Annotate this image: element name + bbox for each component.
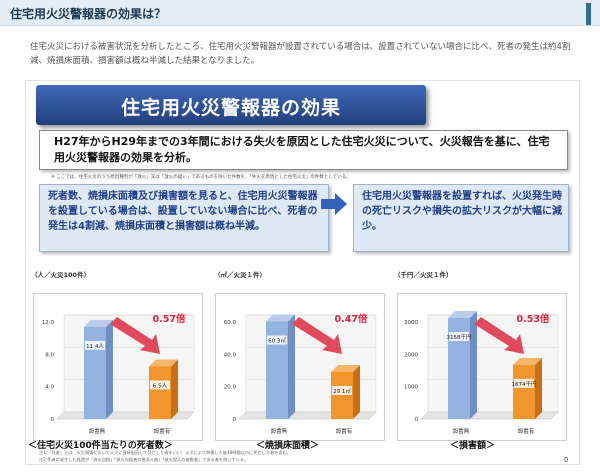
chart-2-caption: ＜焼損床面積＞ bbox=[256, 441, 320, 451]
finding-box: 死者数、焼損床面積及び損害額を見ると、住宅用火災警報器を設置している場合は、設置… bbox=[39, 184, 329, 252]
conclusion-box: 住宅用火災警報器を設置すれば、火災発生時の死亡リスクや損失の拡大リスクが大幅に減… bbox=[353, 184, 569, 252]
ratio-label: 0.47倍 bbox=[335, 313, 368, 325]
banner-title: 住宅用火災警報器の効果 bbox=[120, 97, 341, 119]
y-tick-label: 0 bbox=[51, 417, 55, 423]
value-label: 3158千円 bbox=[447, 333, 472, 341]
ratio-label: 0.57倍 bbox=[153, 313, 186, 325]
category-label: 設置有 bbox=[154, 427, 171, 435]
reduction-arrow bbox=[292, 317, 342, 354]
bar-top bbox=[331, 364, 360, 372]
chart-3-caption: ＜損害額＞ bbox=[450, 441, 496, 451]
y-tick-label: 40.0 bbox=[224, 352, 237, 358]
value-label: 11.4人 bbox=[86, 343, 104, 350]
y-tick-label: 60.0 bbox=[224, 320, 237, 326]
footnote-2: 注2:死者の発生した経過が「放火自殺」「放火自殺者の巻添え者」「放火殺人の被害者… bbox=[39, 457, 249, 462]
bar-with-alarm bbox=[149, 366, 171, 419]
bar-with-alarm bbox=[513, 364, 535, 419]
page-number: 0 bbox=[564, 456, 569, 464]
value-label-bg bbox=[150, 380, 170, 390]
value-label-bg bbox=[267, 335, 287, 345]
bar-without-alarm bbox=[266, 321, 288, 419]
value-label-bg bbox=[85, 340, 105, 350]
y-tick-label: 0 bbox=[233, 417, 237, 423]
intro-text: 住宅火災における被害状況を分析したところ、住宅用火災警報器が設置されている場合は… bbox=[30, 42, 571, 66]
bar-side bbox=[470, 311, 477, 419]
bar-top bbox=[149, 359, 178, 367]
bar-without-alarm bbox=[448, 318, 470, 419]
bar-side bbox=[171, 359, 178, 419]
bar-without-alarm bbox=[84, 326, 106, 419]
bar-side bbox=[535, 357, 542, 419]
summary-text: H27年からH29年までの3年間における失火を原因とした住宅火災について、火災報… bbox=[54, 135, 550, 164]
chart-1-unit: （人／火災100件） bbox=[31, 271, 91, 279]
right-arrow-icon bbox=[321, 193, 347, 215]
chart-3-unit: （千円／火災１件） bbox=[394, 271, 453, 279]
bar-top bbox=[513, 357, 542, 365]
chart-2-unit: （㎡／火災１件） bbox=[214, 271, 266, 279]
y-tick-label: 12.0 bbox=[42, 320, 55, 326]
bar-top bbox=[266, 314, 295, 322]
value-label-bg bbox=[332, 385, 352, 395]
category-label: 設置無 bbox=[453, 427, 470, 435]
finding-text: 死者数、焼損床面積及び損害額を見ると、住宅用火災警報器を設置している場合は、設置… bbox=[48, 191, 318, 232]
summary-box: H27年からH29年までの3年間における失火を原因とした住宅火災について、火災報… bbox=[39, 130, 568, 170]
slide-image: 住宅用火災警報器の効果 H27年からH29年までの3年間における失火を原因とした… bbox=[25, 80, 580, 465]
y-tick-label: 2000 bbox=[404, 352, 418, 358]
footnote-1: 注1:「死者」とは、火災現場において火災に直接起因して死亡した者をいい、火災によ… bbox=[39, 450, 291, 455]
category-label: 設置有 bbox=[336, 427, 353, 435]
value-label-bg bbox=[514, 378, 534, 388]
bar-side bbox=[106, 319, 113, 419]
bar-side bbox=[353, 364, 360, 419]
chart-panel-damage: 0 1000 2000 3000 3158千円 設置無 1674千円 設置有 0.53倍 bbox=[397, 293, 567, 441]
chart-1-caption: ＜住宅火災100件当たりの死者数＞ bbox=[28, 441, 173, 451]
bar-side bbox=[288, 314, 295, 419]
y-tick-label: 3000 bbox=[404, 320, 418, 326]
bar-top bbox=[448, 311, 477, 318]
value-label-bg bbox=[449, 332, 469, 341]
y-tick-label: 0 bbox=[415, 417, 419, 423]
category-label: 設置有 bbox=[518, 427, 535, 435]
value-label: 1674千円 bbox=[512, 380, 537, 388]
reduction-arrow bbox=[110, 317, 160, 354]
header-accent bbox=[586, 3, 591, 25]
summary-note: ※ ここでは、住宅火災のうち原因種別が「放火」又は「放火の疑い」であるものを除い… bbox=[51, 175, 351, 180]
page-title: 住宅用火災警報器の効果は？ bbox=[10, 7, 167, 21]
y-tick-label: 8.0 bbox=[45, 352, 54, 358]
header-bar: 住宅用火災警報器の効果は？ bbox=[0, 0, 600, 26]
category-label: 設置無 bbox=[89, 427, 106, 435]
ratio-label: 0.53倍 bbox=[517, 313, 550, 325]
value-label: 29.1㎡ bbox=[333, 387, 351, 395]
y-tick-label: 4.0 bbox=[45, 385, 54, 391]
y-tick-label: 1000 bbox=[404, 385, 418, 391]
category-label: 設置無 bbox=[271, 427, 288, 435]
slide-banner: 住宅用火災警報器の効果 bbox=[36, 85, 426, 125]
value-label: 6.5人 bbox=[153, 382, 168, 389]
y-tick-label: 20.0 bbox=[224, 385, 237, 391]
bar-top bbox=[84, 319, 113, 327]
reduction-arrow bbox=[474, 317, 524, 354]
conclusion-text: 住宅用火災警報器を設置すれば、火災発生時の死亡リスクや損失の拡大リスクが大幅に減… bbox=[362, 191, 562, 232]
value-label: 60.3㎡ bbox=[268, 337, 286, 345]
chart-panel-deaths: 0 4.0 8.0 12.0 11.4人設置無 6.5人設置有 0.57倍 bbox=[33, 293, 203, 441]
bar-with-alarm bbox=[331, 371, 353, 419]
